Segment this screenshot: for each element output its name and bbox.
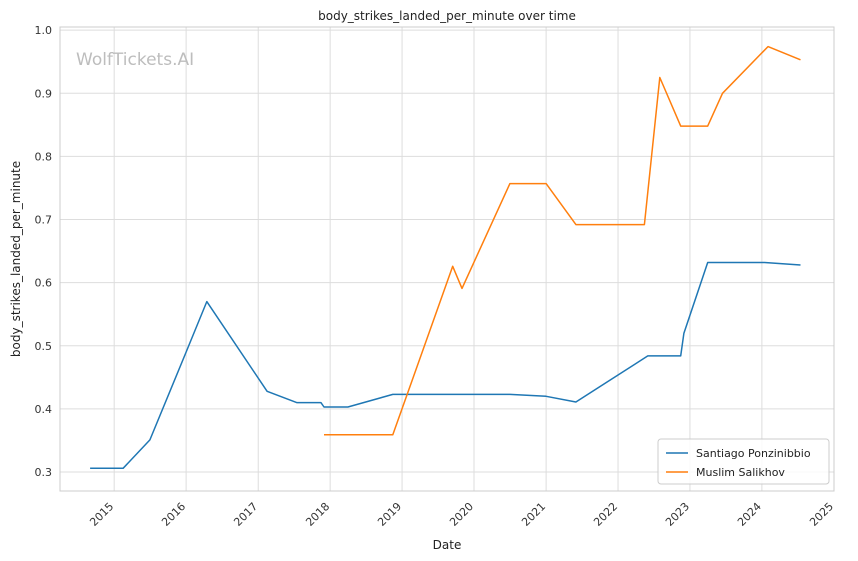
y-tick-label: 0.5	[35, 340, 53, 353]
y-tick-label: 1.0	[35, 24, 53, 37]
series-line-1	[324, 45, 801, 436]
y-axis-title: body_strikes_landed_per_minute	[9, 161, 23, 357]
y-tick-label: 0.3	[35, 466, 53, 479]
y-tick-label: 0.8	[35, 150, 53, 163]
plot-frame	[59, 26, 835, 492]
chart-title: body_strikes_landed_per_minute over time	[318, 9, 576, 23]
y-tick-label: 0.7	[35, 214, 53, 227]
series-lines	[90, 45, 801, 470]
legend-box	[657, 438, 830, 485]
y-tick-label: 0.6	[35, 277, 53, 290]
y-tick-label: 0.4	[35, 403, 53, 416]
series-line-0	[90, 261, 801, 470]
legend-label-1: Muslim Salikhov	[696, 466, 785, 479]
legend-label-0: Santiago Ponzinibbio	[696, 447, 811, 460]
y-tick-label: 0.9	[35, 87, 53, 100]
legend: Santiago Ponzinibbio Muslim Salikhov	[657, 438, 830, 485]
x-axis-title: Date	[433, 538, 462, 552]
y-tick-labels: 0.3 0.4 0.5 0.6 0.7 0.8 0.9 1.0	[35, 24, 53, 479]
watermark: WolfTickets.AI	[76, 50, 194, 70]
